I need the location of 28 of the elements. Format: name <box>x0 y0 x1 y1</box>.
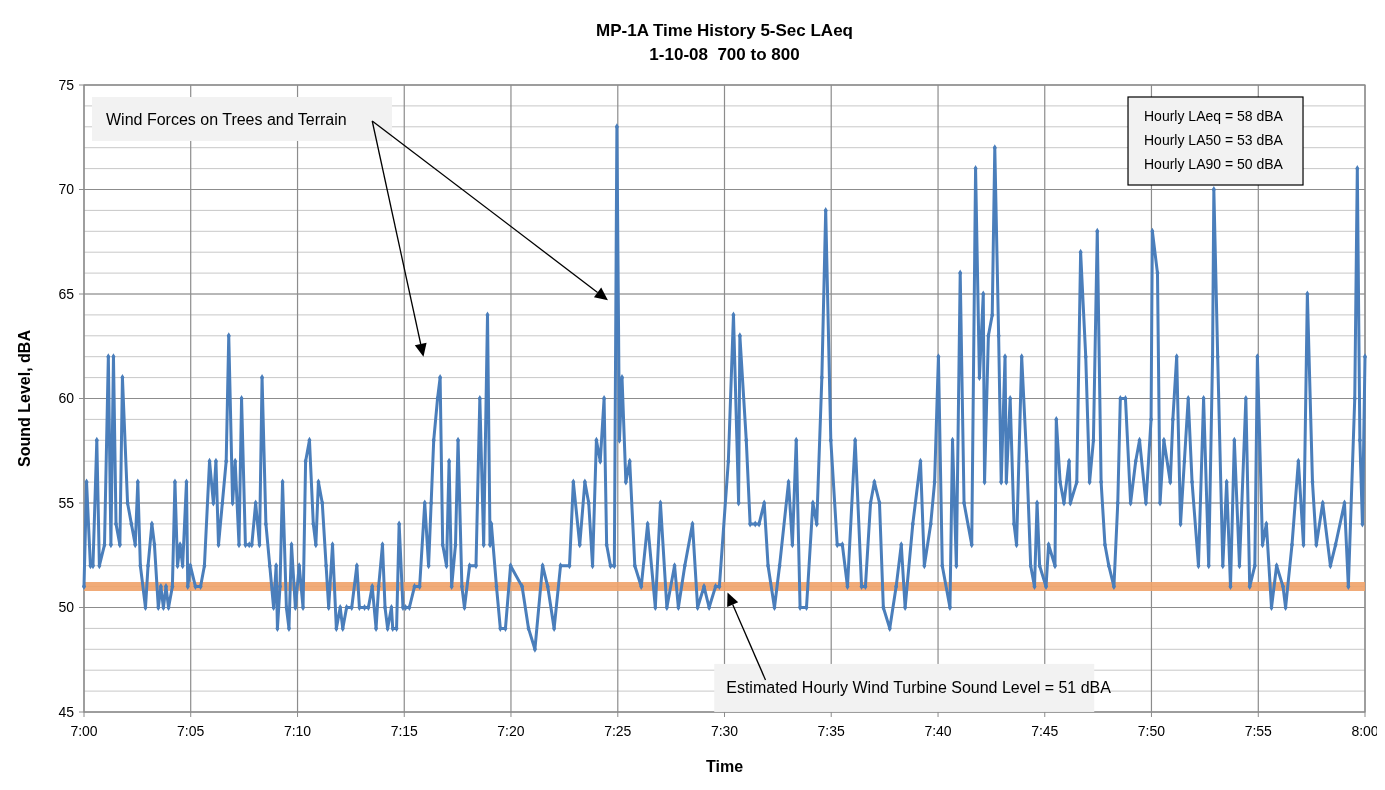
x-tick-label: 7:05 <box>177 723 205 739</box>
x-tick-label: 7:10 <box>283 723 312 739</box>
x-tick-label: 7:40 <box>924 723 952 739</box>
chart-title: MP-1A Time History 5-Sec LAeq <box>596 21 853 40</box>
annotation: Wind Forces on Trees and Terrain <box>106 111 347 128</box>
x-tick-label: 7:00 <box>70 723 98 739</box>
x-tick-label: 7:30 <box>710 723 739 739</box>
y-axis-title: Sound Level, dBA <box>16 329 33 467</box>
y-tick-label: 60 <box>58 390 75 407</box>
y-tick-label: 50 <box>58 599 75 616</box>
x-tick-label: 7:45 <box>1031 723 1059 739</box>
annotation: Hourly LA90 = 50 dBA <box>1144 156 1284 172</box>
chart-subtitle: 1-10-08 700 to 800 <box>649 45 800 64</box>
x-axis-title: Time <box>705 758 744 775</box>
x-tick-label: 7:50 <box>1137 723 1166 739</box>
y-tick-label: 65 <box>58 285 75 302</box>
x-tick-label: 7:15 <box>390 723 419 739</box>
x-tick-label: 7:20 <box>497 723 525 739</box>
annotation: Hourly LA50 = 53 dBA <box>1144 132 1284 148</box>
x-tick-label: 7:25 <box>604 723 632 739</box>
x-tick-label: 7:55 <box>1244 723 1273 739</box>
y-tick-label: 55 <box>58 494 75 511</box>
annotation: Estimated Hourly Wind Turbine Sound Level = 51 dBA <box>726 678 1112 696</box>
x-tick-label: 7:35 <box>817 723 846 739</box>
y-tick-label: 70 <box>58 181 75 198</box>
annotation: Hourly LAeq = 58 dBA <box>1144 108 1284 124</box>
y-tick-label: 45 <box>58 703 75 720</box>
y-tick-label: 75 <box>58 76 75 93</box>
